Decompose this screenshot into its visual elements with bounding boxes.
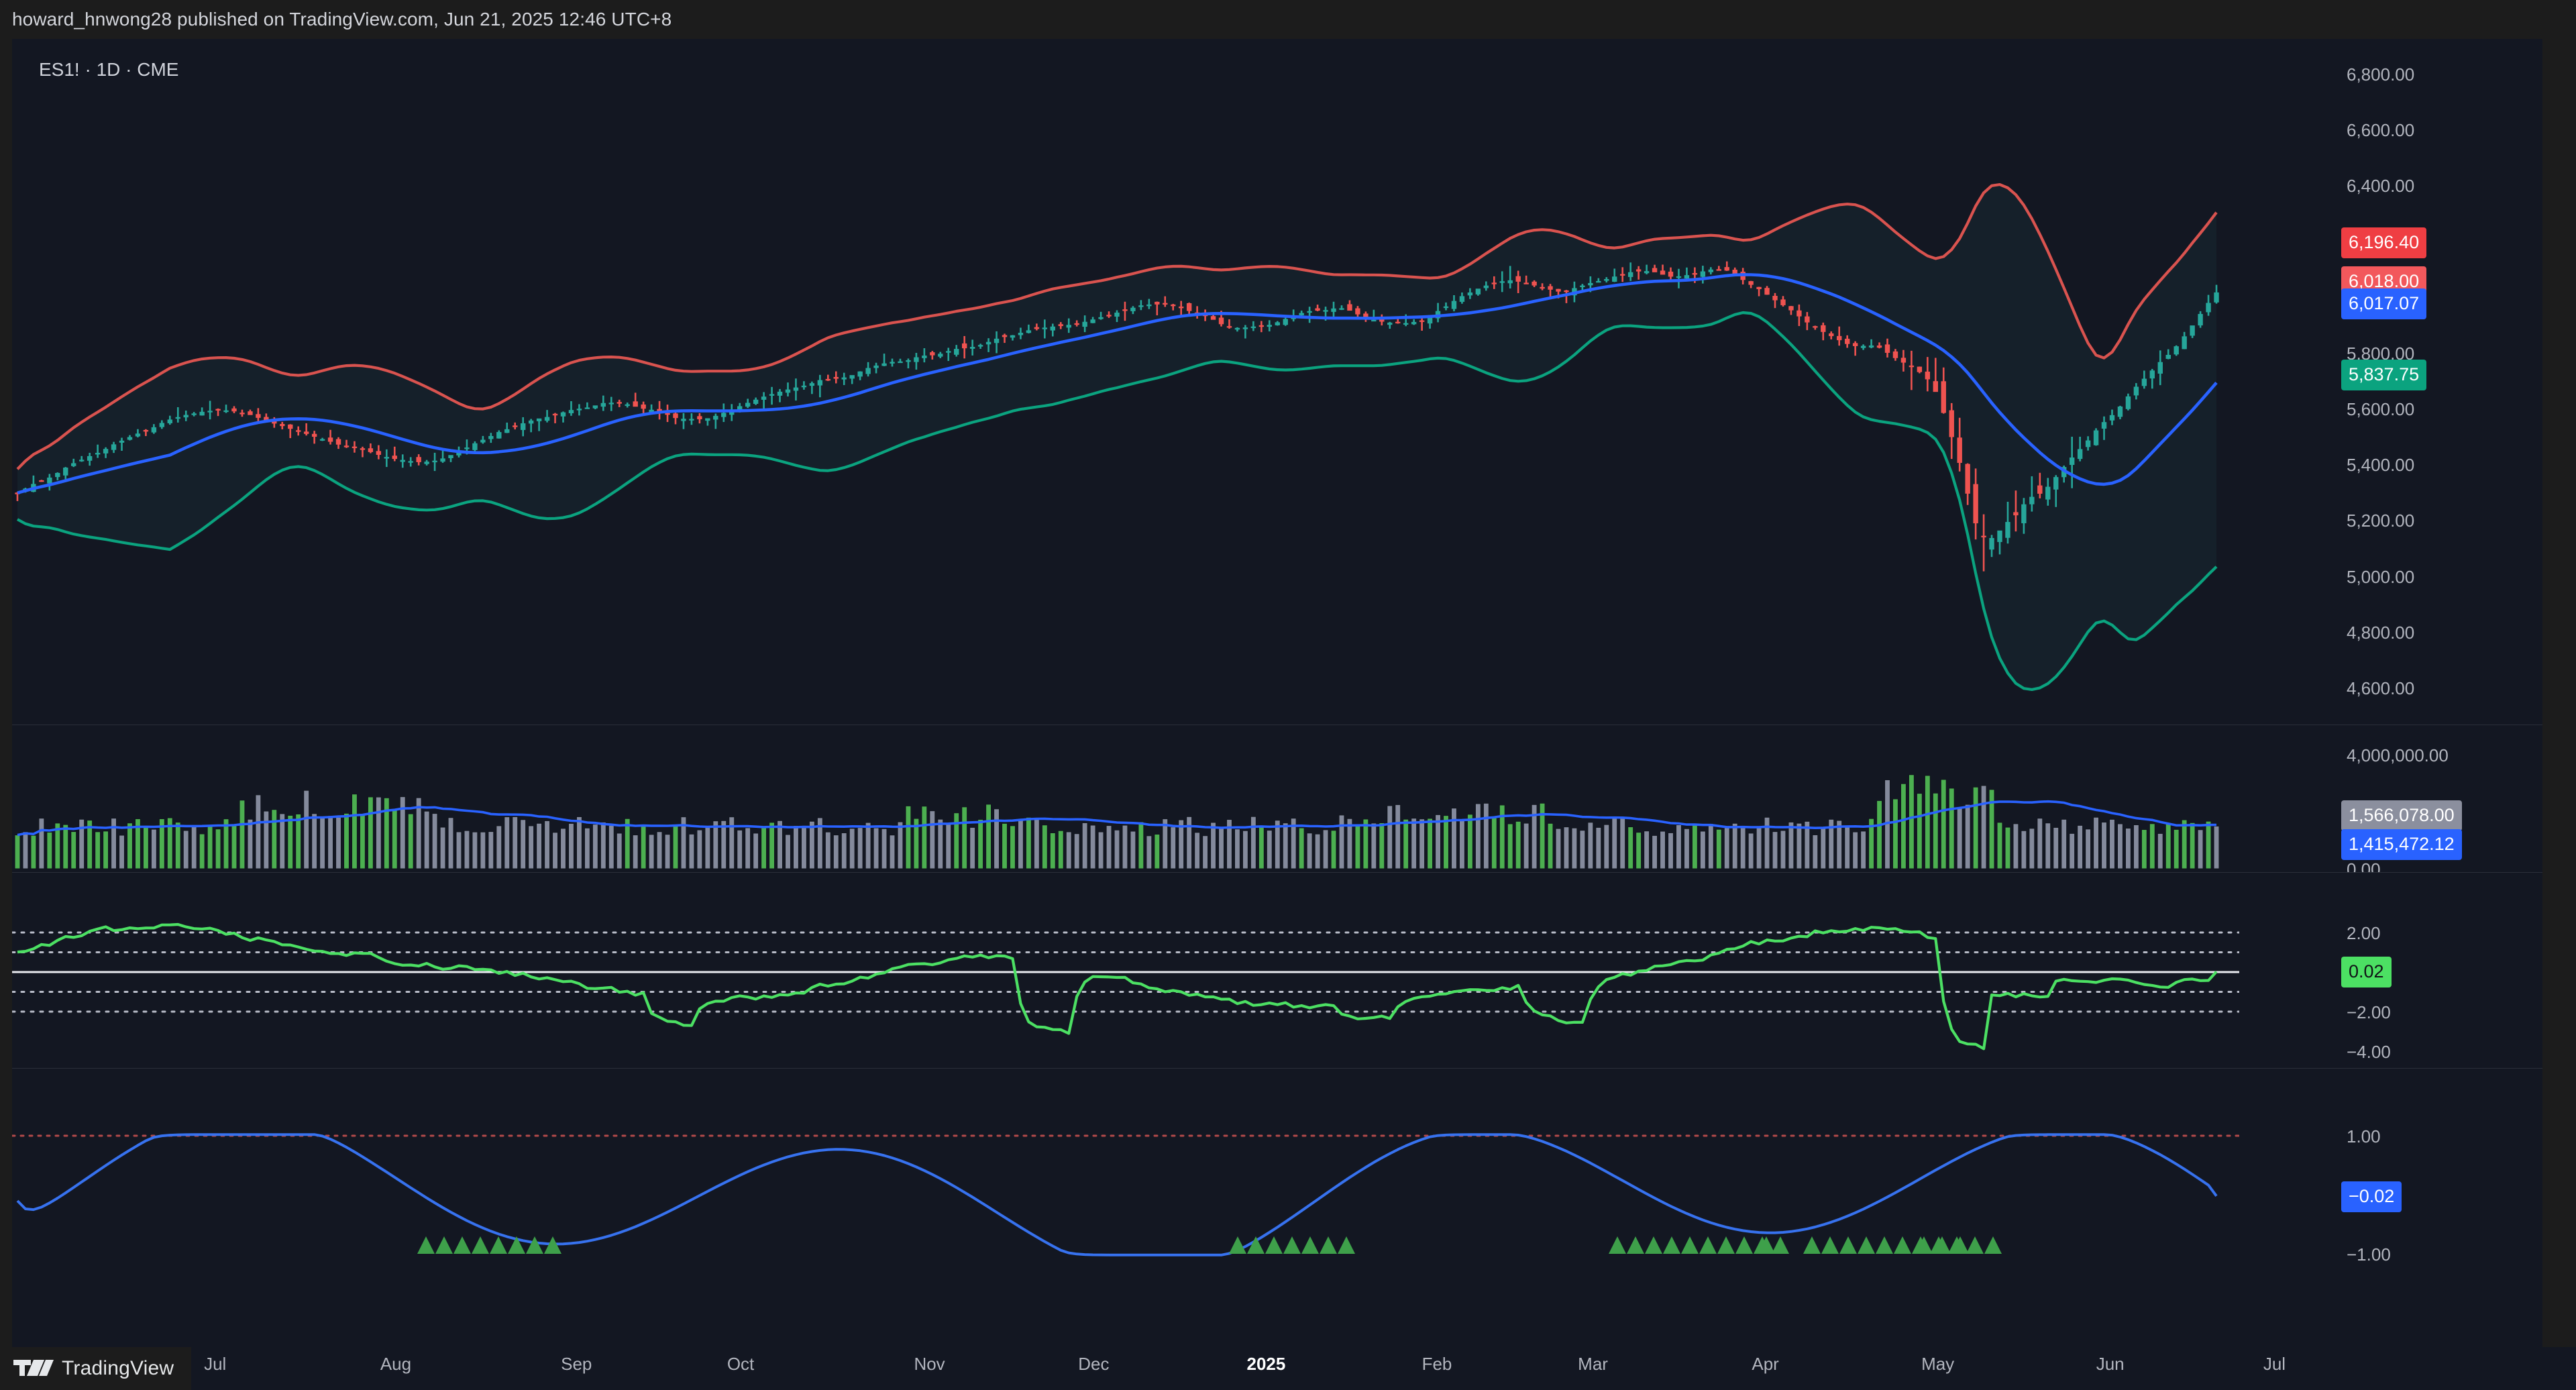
time-tick: 2025 (1246, 1354, 1286, 1374)
symbol-legend-text: ES1! · 1D · CME (39, 59, 179, 80)
price-axis[interactable]: 6,800.006,600.006,400.006,200.006,000.00… (2239, 39, 2542, 754)
attribution-text: howard_hnwong28 published on TradingView… (12, 9, 672, 30)
volume-ma-badge[interactable]: 1,415,472.12 (2341, 828, 2462, 860)
attribution-bar: howard_hnwong28 published on TradingView… (0, 0, 2576, 39)
time-tick: Mar (1578, 1354, 1608, 1374)
bb-lower-badge[interactable]: 5,837.75 (2341, 360, 2427, 391)
lower-axis[interactable]: 1.00 −1.00 −0.02 (2239, 1069, 2542, 1348)
time-tick: Dec (1078, 1354, 1110, 1374)
lower-indicator-badge[interactable]: −0.02 (2341, 1181, 2402, 1212)
volume-plot-svg (14, 774, 2220, 869)
time-tick: Jul (204, 1354, 227, 1374)
price-tick: 4,800.00 (2347, 622, 2415, 643)
time-tick: Feb (1421, 1354, 1452, 1374)
time-tick: Aug (380, 1354, 412, 1374)
time-tick: Jul (2263, 1354, 2286, 1374)
right-gutter (2542, 39, 2576, 1347)
lower-tick: −1.00 (2347, 1244, 2391, 1265)
price-tick: 6,400.00 (2347, 176, 2415, 197)
volume-tick: 4,000,000.00 (2347, 745, 2449, 765)
price-tick: 6,800.00 (2347, 64, 2415, 85)
price-plot-svg (15, 183, 2219, 691)
volume-axis[interactable]: 4,000,000.002,000,000.000.00 1,566,078.0… (2239, 725, 2542, 879)
tradingview-wordmark: TradingView (62, 1357, 174, 1379)
lower-indicator-pane[interactable]: 1.00 −1.00 −0.02 (12, 1068, 2542, 1348)
oscillator-tick: −2.00 (2347, 1002, 2391, 1022)
price-tick: 5,600.00 (2347, 399, 2415, 419)
price-tick: 5,000.00 (2347, 566, 2415, 587)
price-pane[interactable]: 6,800.006,600.006,400.006,200.006,000.00… (12, 39, 2542, 754)
volume-badge[interactable]: 1,566,078.00 (2341, 800, 2462, 832)
time-tick: Oct (727, 1354, 755, 1374)
oscillator-pane[interactable]: 2.00 −2.00 −4.00 0.02 (12, 872, 2542, 1069)
chart-frame: 6,800.006,600.006,400.006,200.006,000.00… (0, 39, 2576, 1348)
tradingview-logo[interactable]: TradingView (0, 1347, 192, 1390)
moving-average-badge[interactable]: 6,017.07 (2341, 288, 2427, 319)
time-tick: Sep (561, 1354, 592, 1374)
footer-bar: TradingView (0, 1347, 2576, 1390)
price-tick: 5,400.00 (2347, 455, 2415, 476)
tradingview-mark-icon (13, 1358, 54, 1379)
oscillator-plot-clip (12, 873, 2239, 1069)
oscillator-tick: −4.00 (2347, 1042, 2391, 1062)
time-tick: Apr (1752, 1354, 1779, 1374)
oscillator-badge[interactable]: 0.02 (2341, 957, 2392, 988)
oscillator-plot-svg (12, 922, 2239, 1051)
plot-area[interactable]: 6,800.006,600.006,400.006,200.006,000.00… (12, 39, 2542, 1348)
lower-plot-svg (12, 1133, 2239, 1257)
volume-pane[interactable]: 4,000,000.002,000,000.000.00 1,566,078.0… (12, 725, 2542, 879)
lower-plot-clip (12, 1069, 2239, 1348)
lower-tick: 1.00 (2347, 1126, 2381, 1146)
time-axis[interactable]: JunJulAugSepOctNovDec2025FebMarAprMayJun… (0, 1347, 2576, 1390)
left-gutter (0, 39, 12, 1347)
oscillator-axis[interactable]: 2.00 −2.00 −4.00 0.02 (2239, 873, 2542, 1069)
volume-plot-clip (12, 725, 2239, 873)
time-tick: May (1921, 1354, 1955, 1374)
time-tick: Nov (914, 1354, 945, 1374)
time-tick: Jun (2096, 1354, 2125, 1374)
symbol-legend[interactable]: ES1! · 1D · CME (39, 59, 178, 81)
bb-upper-badge[interactable]: 6,196.40 (2341, 227, 2427, 258)
oscillator-tick: 2.00 (2347, 923, 2381, 943)
price-tick: 4,600.00 (2347, 678, 2415, 698)
price-plot-clip (12, 39, 2239, 725)
price-tick: 6,600.00 (2347, 120, 2415, 141)
price-tick: 5,200.00 (2347, 511, 2415, 531)
